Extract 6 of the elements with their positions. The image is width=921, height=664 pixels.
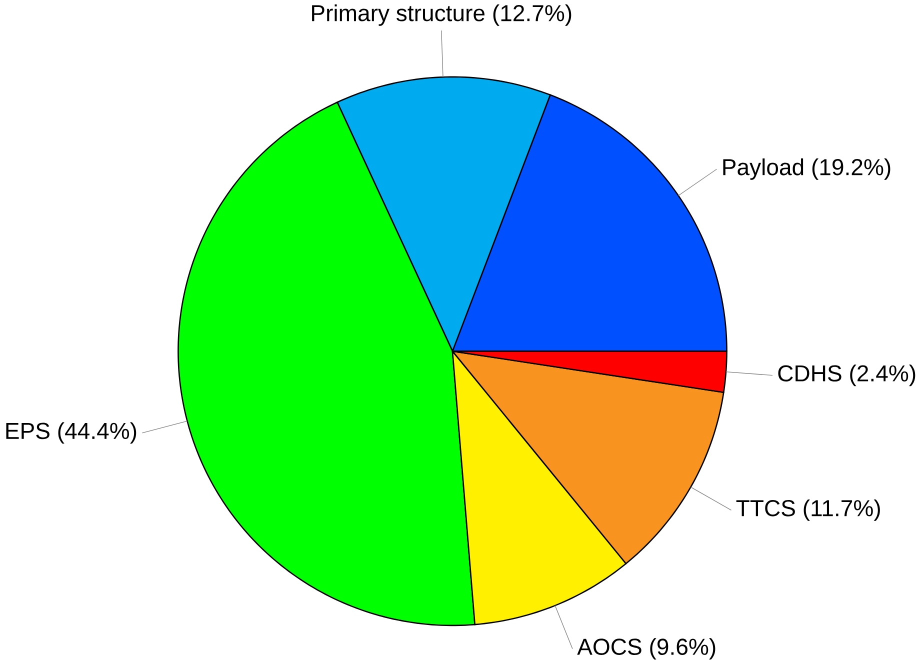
slice-label: EPS (44.4%) [6,422,136,444]
slice-label: Primary structure (12.7%) [312,4,572,26]
slice-label: AOCS (9.6%) [577,638,716,660]
slice-label: TTCS (11.7%) [736,499,880,521]
slice-label: CDHS (2.4%) [778,364,916,386]
slice-label: Payload (19.2%) [723,158,890,180]
